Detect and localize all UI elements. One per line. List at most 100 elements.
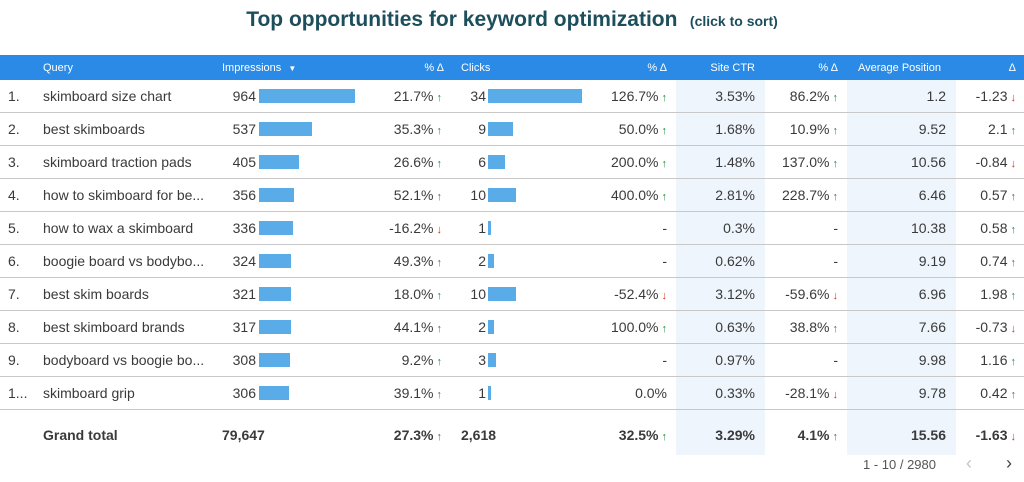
clicks-delta-value: 200.0% xyxy=(611,154,659,170)
impressions-delta-cell: 21.7% ↑ xyxy=(394,88,442,104)
row-number: 8. xyxy=(8,319,20,335)
clicks-bar xyxy=(488,89,582,103)
arrow-up-icon: ↑ xyxy=(436,92,443,104)
row-number: 2. xyxy=(8,121,20,137)
impressions-delta-value: 18.0% xyxy=(393,286,434,302)
col-header-impressions-label: Impressions xyxy=(222,62,282,74)
average-position-cell: 9.98 xyxy=(918,352,946,368)
col-header-position-delta[interactable]: Δ xyxy=(1008,62,1016,74)
arrow-up-icon: ↑ xyxy=(832,323,839,335)
table-row: 1. skimboard size chart 964 21.7% ↑ 34 12… xyxy=(0,80,1024,113)
impressions-delta-cell: 52.1% ↑ xyxy=(394,187,442,203)
col-header-impressions[interactable]: Impressions ▼ xyxy=(222,62,296,74)
ctr-delta-value: 228.7% xyxy=(782,187,830,203)
position-delta-cell: 0.58 ↑ xyxy=(980,220,1016,236)
col-header-average-position[interactable]: Average Position xyxy=(858,62,941,74)
ctr-delta-value: 38.8% xyxy=(789,319,830,335)
impressions-delta-value: 52.1% xyxy=(393,187,434,203)
arrow-up-icon: ↑ xyxy=(661,191,668,203)
impressions-cell: 405 xyxy=(232,154,256,170)
arrow-up-icon: ↑ xyxy=(661,125,668,137)
impressions-bar xyxy=(259,287,291,301)
position-delta-cell: 2.1 ↑ xyxy=(988,121,1016,137)
ctr-column-bg xyxy=(676,212,765,244)
position-column-bg xyxy=(847,344,956,376)
prev-page-button[interactable]: ‹ xyxy=(966,453,972,473)
next-page-button[interactable]: › xyxy=(1006,453,1012,473)
query-cell: how to wax a skimboard xyxy=(43,220,194,236)
impressions-bar xyxy=(259,386,289,400)
average-position-cell: 7.66 xyxy=(918,319,946,335)
arrow-up-icon: ↑ xyxy=(436,356,443,368)
arrow-down-icon: ↓ xyxy=(1010,323,1017,335)
site-ctr-cell: 0.63% xyxy=(715,319,755,335)
arrow-down-icon: ↓ xyxy=(832,290,839,302)
clicks-delta-cell: - xyxy=(662,253,667,269)
arrow-up-icon: ↑ xyxy=(1010,224,1017,236)
ctr-delta-cell: -28.1% ↓ xyxy=(785,385,838,401)
arrow-down-icon: ↓ xyxy=(1010,92,1017,104)
grand-total-clicks-delta-value: 32.5% xyxy=(618,427,659,443)
position-delta-value: 1.98 xyxy=(980,286,1008,302)
impressions-cell: 317 xyxy=(232,319,256,335)
position-column-bg xyxy=(847,113,956,145)
clicks-cell: 3 xyxy=(478,352,486,368)
arrow-down-icon: ↓ xyxy=(436,224,443,236)
table-header: Query Impressions ▼ % Δ Clicks % Δ Site … xyxy=(0,55,1024,80)
col-header-query[interactable]: Query xyxy=(43,62,73,74)
position-delta-cell: 1.98 ↑ xyxy=(980,286,1016,302)
clicks-cell: 10 xyxy=(470,187,486,203)
impressions-delta-cell: 44.1% ↑ xyxy=(394,319,442,335)
ctr-delta-value: 137.0% xyxy=(782,154,830,170)
ctr-column-bg xyxy=(676,80,765,112)
arrow-up-icon: ↑ xyxy=(1010,356,1017,368)
report-title-block: Top opportunities for keyword optimizati… xyxy=(0,8,1024,32)
clicks-delta-cell: 200.0% ↑ xyxy=(611,154,667,170)
average-position-cell: 9.19 xyxy=(918,253,946,269)
col-header-impressions-delta[interactable]: % Δ xyxy=(424,62,444,74)
table-row: 6. boogie board vs bodybo... 324 49.3% ↑ … xyxy=(0,245,1024,278)
ctr-column-bg xyxy=(676,377,765,409)
position-delta-value: -0.84 xyxy=(975,154,1008,170)
clicks-delta-value: 50.0% xyxy=(618,121,659,137)
arrow-up-icon: ↑ xyxy=(661,323,668,335)
arrow-up-icon: ↑ xyxy=(661,158,668,170)
arrow-down-icon: ↓ xyxy=(832,389,839,401)
col-header-clicks-delta[interactable]: % Δ xyxy=(647,62,667,74)
grand-total-label: Grand total xyxy=(43,427,118,443)
ctr-delta-cell: -59.6% ↓ xyxy=(785,286,838,302)
average-position-cell: 1.2 xyxy=(926,88,946,104)
col-header-ctr-delta[interactable]: % Δ xyxy=(818,62,838,74)
clicks-bar xyxy=(488,221,491,235)
clicks-bar xyxy=(488,287,516,301)
site-ctr-cell: 0.33% xyxy=(715,385,755,401)
query-cell: how to skimboard for be... xyxy=(43,187,205,203)
arrow-up-icon: ↑ xyxy=(1010,125,1017,137)
col-header-site-ctr[interactable]: Site CTR xyxy=(710,62,755,74)
impressions-delta-cell: 39.1% ↑ xyxy=(394,385,442,401)
grand-total-clicks: 2,618 xyxy=(461,427,497,443)
arrow-down-icon: ↓ xyxy=(661,290,668,302)
impressions-bar xyxy=(259,221,293,235)
position-delta-cell: 1.16 ↑ xyxy=(980,352,1016,368)
clicks-delta-cell: 100.0% ↑ xyxy=(611,319,667,335)
arrow-up-icon: ↑ xyxy=(436,257,443,269)
position-delta-value: 0.74 xyxy=(980,253,1008,269)
query-cell: best skimboards xyxy=(43,121,145,137)
clicks-delta-cell: - xyxy=(662,220,667,236)
clicks-cell: 10 xyxy=(470,286,486,302)
site-ctr-cell: 0.3% xyxy=(723,220,755,236)
clicks-delta-cell: - xyxy=(662,352,667,368)
report-subtitle: (click to sort) xyxy=(689,13,778,29)
ctr-column-bg xyxy=(676,179,765,211)
ctr-delta-value: -28.1% xyxy=(785,385,830,401)
clicks-delta-value: - xyxy=(662,352,667,368)
table-row: 8. best skimboard brands 317 44.1% ↑ 2 10… xyxy=(0,311,1024,344)
ctr-column-bg xyxy=(676,344,765,376)
row-number: 6. xyxy=(8,253,20,269)
keyword-table: Query Impressions ▼ % Δ Clicks % Δ Site … xyxy=(0,55,1024,455)
col-header-clicks[interactable]: Clicks xyxy=(461,62,491,74)
position-delta-cell: -0.84 ↓ xyxy=(976,154,1016,170)
position-column-bg xyxy=(847,212,956,244)
arrow-up-icon: ↑ xyxy=(832,158,839,170)
